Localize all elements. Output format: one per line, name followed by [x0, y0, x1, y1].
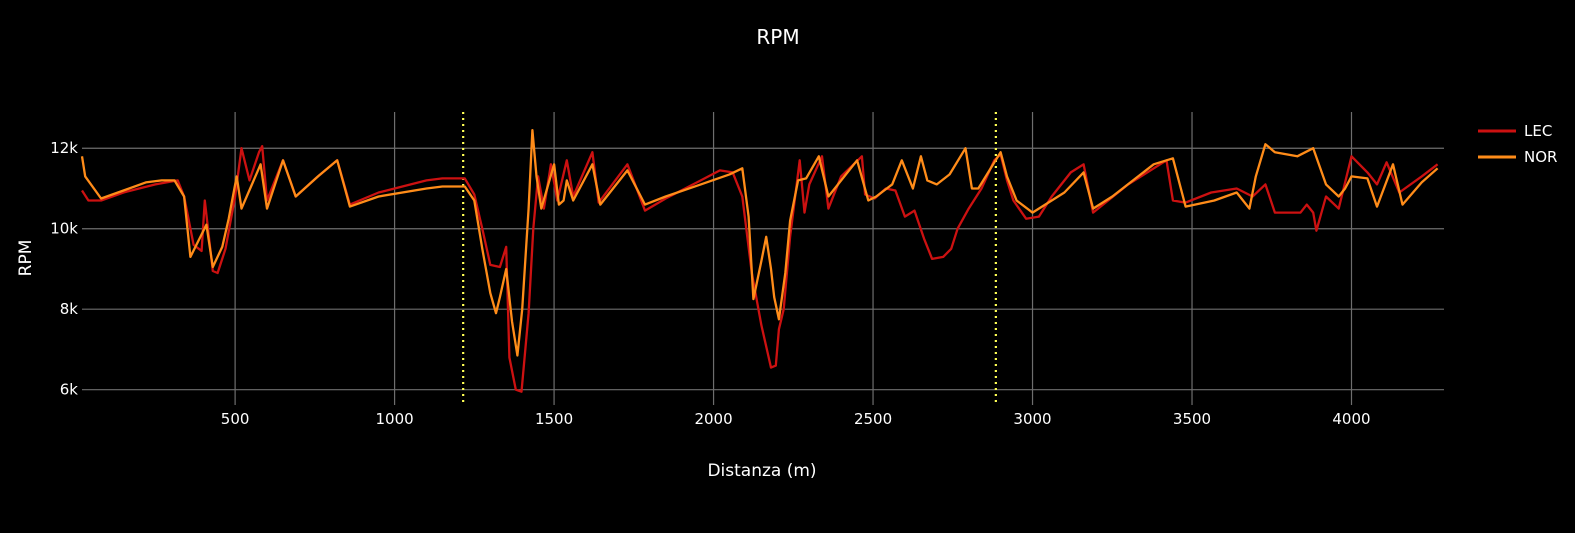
x-axis-ticks: 500 1000 1500 2000 2500 3000 3500 4000 [221, 410, 1371, 428]
legend-item-nor[interactable]: NOR [1478, 148, 1557, 166]
x-tick-label: 4000 [1332, 410, 1370, 428]
y-tick-label: 6k [60, 381, 79, 399]
x-tick-label: 3000 [1013, 410, 1051, 428]
x-tick-label: 500 [221, 410, 250, 428]
x-tick-label: 3500 [1173, 410, 1211, 428]
legend-label: LEC [1524, 122, 1552, 140]
x-axis-title: Distanza (m) [707, 461, 816, 481]
legend[interactable]: LEC NOR [1478, 122, 1557, 166]
x-tick-label: 2000 [694, 410, 732, 428]
x-tick-label: 1000 [375, 410, 413, 428]
y-tick-label: 10k [50, 220, 78, 238]
legend-item-lec[interactable]: LEC [1478, 122, 1552, 140]
series-lines [80, 128, 1439, 393]
y-axis-title: RPM [16, 240, 36, 277]
y-axis-ticks: 6k 8k 10k 12k [50, 139, 78, 398]
y-tick-label: 12k [50, 139, 78, 157]
chart-title: RPM [756, 25, 799, 49]
x-tick-label: 2500 [854, 410, 892, 428]
y-tick-label: 8k [60, 300, 79, 318]
x-tick-label: 1500 [535, 410, 573, 428]
legend-label: NOR [1524, 148, 1557, 166]
series-line-nor [80, 128, 1439, 357]
